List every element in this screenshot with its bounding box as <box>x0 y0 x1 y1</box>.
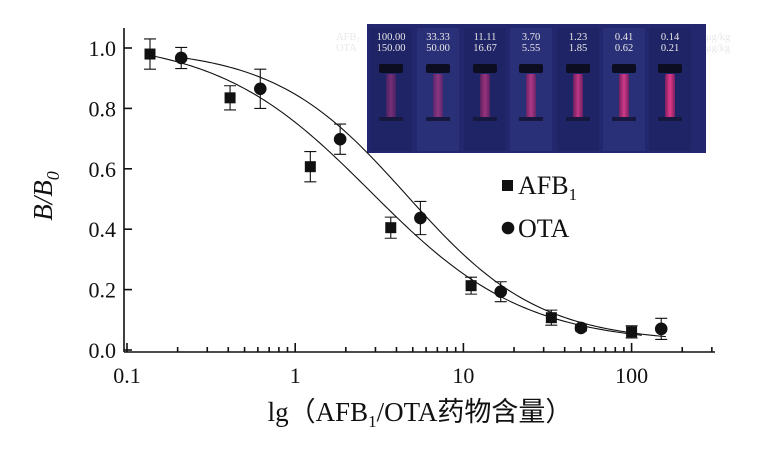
inset-strip-cap <box>519 64 543 73</box>
legend-ota-circle-marker <box>501 221 515 235</box>
x-axis-title-prefix: lg（AFB <box>268 397 369 427</box>
inset-concentration-value: 1.23 <box>569 32 587 43</box>
inset-row-label: AFB1 <box>336 32 360 44</box>
inset-strip-base <box>473 117 497 121</box>
chart-legend: AFB1 OTA <box>501 171 577 243</box>
legend-afb1-square-marker <box>502 180 513 191</box>
afb1-data-point <box>545 312 557 324</box>
test-strip-inset-photo: AFB1 100.00 33.33 11.11 3.70 1.23 0.41 0.14 μg/k… <box>336 24 731 153</box>
y-tick-label: 1.0 <box>89 36 117 61</box>
x-tick-label: 0.1 <box>113 363 141 388</box>
y-axis-ticks: 0.0 0.2 0.4 0.6 0.8 1.0 <box>89 36 132 363</box>
legend-afb1-label: AFB1 <box>518 171 577 204</box>
inset-strip-base <box>426 117 450 121</box>
inset-concentration-value: 16.67 <box>473 43 497 54</box>
ota-data-point <box>494 285 508 299</box>
inset-concentration-value: 0.14 <box>661 32 680 43</box>
inset-strip-panels <box>370 28 691 151</box>
x-tick-label: 1 <box>290 363 301 388</box>
inset-strip-base <box>658 117 682 121</box>
x-tick-label: 10 <box>452 363 474 388</box>
y-axis-title: B/B0 <box>28 171 63 221</box>
y-tick-label: 0.6 <box>89 157 117 182</box>
afb1-data-point <box>465 280 477 292</box>
y-tick-label: 0.8 <box>89 96 117 121</box>
afb1-data-point <box>144 48 156 60</box>
inset-unit-label: μg/kg <box>706 43 731 54</box>
ota-data-point <box>414 211 427 225</box>
x-axis-title-sub: 1 <box>368 412 377 431</box>
x-axis-ticks: 0.1 1 10 100 <box>113 343 713 388</box>
inset-fluorescent-strip <box>480 74 490 118</box>
inset-strip-cap <box>379 64 403 73</box>
inset-strip-cap <box>473 64 497 73</box>
ota-data-point <box>654 322 668 336</box>
inset-fluorescent-strip <box>433 74 443 118</box>
data-markers <box>144 48 668 338</box>
inset-concentration-value: 50.00 <box>426 43 450 54</box>
chart-axes: 0.0 0.2 0.4 0.6 0.8 1.0 0.1 1 10 100 <box>89 28 715 388</box>
inset-fluorescent-strip <box>573 74 583 118</box>
inset-unit-label: μg/kg <box>706 32 731 43</box>
inset-concentration-value: 0.62 <box>615 43 633 54</box>
inset-concentration-labels: AFB1 100.00 33.33 11.11 3.70 1.23 0.41 0.14 μg/k… <box>336 32 731 54</box>
legend-ota-label: OTA <box>518 214 570 243</box>
afb1-fit-curve <box>148 54 642 336</box>
ota-data-point <box>574 321 588 335</box>
x-axis-title: lg（AFB1/OTA药物含量） <box>268 397 573 431</box>
inset-strip-base <box>519 117 543 121</box>
inset-concentration-value: 1.85 <box>569 43 587 54</box>
inset-strip-cap <box>566 64 590 73</box>
y-axis-title-sub: 0 <box>43 171 63 180</box>
x-tick-label: 100 <box>615 363 648 388</box>
x-axis-title-suffix: /OTA药物含量） <box>377 397 573 427</box>
ota-data-point <box>253 82 267 96</box>
inset-concentration-value: 5.55 <box>522 43 540 54</box>
inset-concentration-value: 33.33 <box>426 32 450 43</box>
inset-fluorescent-strip <box>665 74 675 118</box>
inset-strip-base <box>379 117 403 121</box>
inset-concentration-value: 150.00 <box>377 43 406 54</box>
inset-fluorescent-strip <box>386 74 396 118</box>
y-tick-label: 0.2 <box>89 278 117 303</box>
inset-concentration-value: 0.21 <box>661 43 679 54</box>
ota-data-point <box>333 132 347 146</box>
inset-fluorescent-strip <box>526 74 536 118</box>
afb1-data-point <box>626 326 638 338</box>
inset-fluorescent-strip <box>619 74 629 118</box>
y-tick-label: 0.4 <box>89 217 117 242</box>
inset-concentration-value: 3.70 <box>522 32 540 43</box>
y-tick-label: 0.0 <box>89 338 117 363</box>
y-axis-title-main: B/B <box>28 180 58 221</box>
inset-strip-base <box>612 117 636 121</box>
inset-concentration-value: 11.11 <box>474 32 497 43</box>
afb1-data-point <box>304 161 316 173</box>
inset-strip-cap <box>658 64 682 73</box>
afb1-data-point <box>224 92 236 104</box>
inset-row-label: OTA <box>336 43 357 54</box>
ota-data-point <box>174 51 188 65</box>
inset-strip-cap <box>426 64 450 73</box>
afb1-data-point <box>385 222 397 234</box>
inset-concentration-value: 100.00 <box>377 32 406 43</box>
inset-concentration-value: 0.41 <box>615 32 633 43</box>
inset-strip-base <box>566 117 590 121</box>
inset-strip-cap <box>612 64 636 73</box>
